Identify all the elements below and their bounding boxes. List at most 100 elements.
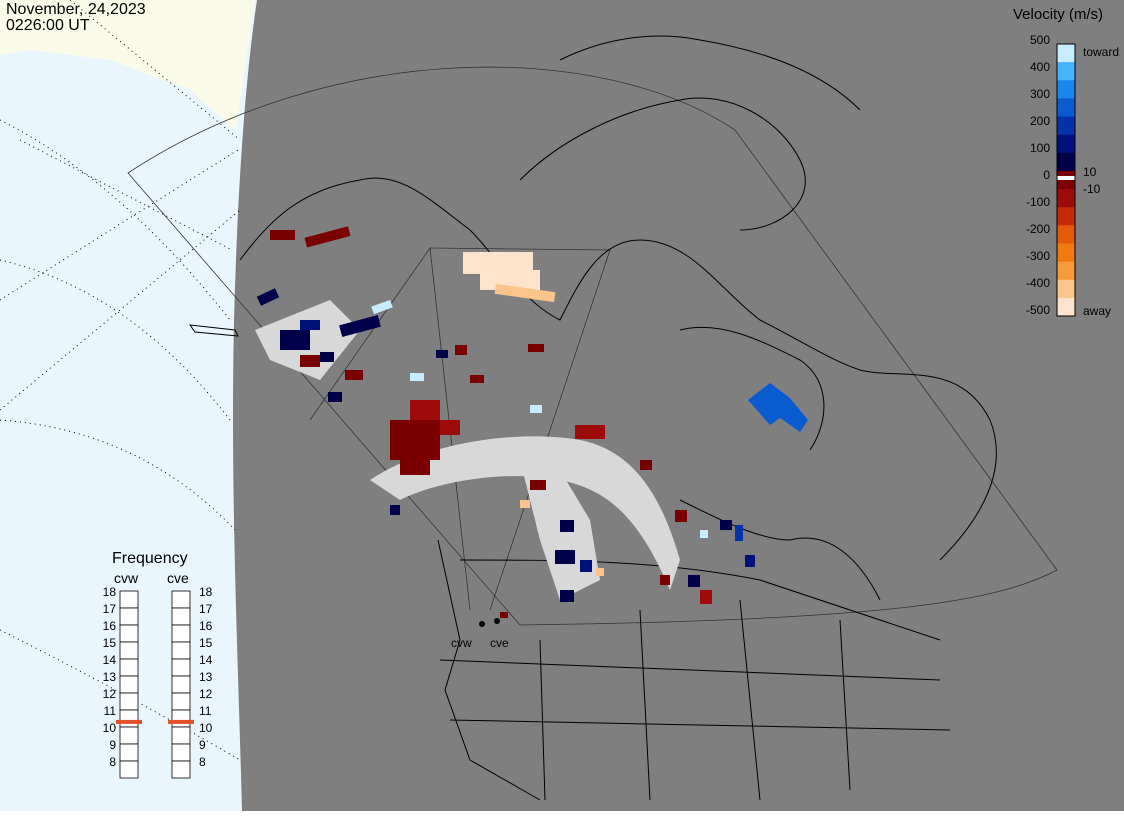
site-label-cve: cve <box>490 636 509 650</box>
velocity-cells <box>256 226 808 618</box>
velocity-cell <box>520 500 530 508</box>
frequency-box <box>119 709 139 728</box>
colorbar-swatch <box>1057 189 1075 208</box>
colorbar-swatch <box>1057 98 1075 118</box>
frequency-box <box>119 641 139 660</box>
velocity-cell <box>390 505 400 515</box>
frequency-box <box>171 760 191 779</box>
coastlines <box>188 35 997 801</box>
frequency-box <box>119 624 139 643</box>
colorbar-swatch <box>1057 134 1075 154</box>
colorbar-swatch <box>1057 80 1075 99</box>
colorbar-swatch <box>1057 279 1075 299</box>
frequency-box <box>119 675 139 694</box>
frequency-scale-label: 10 <box>199 721 213 735</box>
velocity-cell <box>530 480 546 490</box>
colorbar-swatches <box>1057 44 1075 317</box>
frequency-box <box>171 607 191 626</box>
ground-scatter-band <box>370 436 680 590</box>
velocity-cell <box>371 299 393 315</box>
sunlit-region <box>0 0 255 130</box>
frequency-radar-label-cve: cve <box>167 570 189 586</box>
colorbar-swatch <box>1057 116 1075 136</box>
velocity-colorbar <box>1056 43 1076 317</box>
colorbar-tick-label: 300 <box>1029 87 1050 101</box>
colorbar-tick-label: -200 <box>1025 222 1050 236</box>
frequency-box <box>119 760 139 779</box>
frequency-box <box>171 624 191 643</box>
velocity-cell <box>300 355 320 367</box>
frequency-scale-label: 16 <box>102 619 116 633</box>
frequency-scale-label: 17 <box>199 602 213 616</box>
velocity-cell <box>500 612 508 618</box>
radar-site-marker <box>479 621 485 627</box>
velocity-cell <box>560 520 574 532</box>
velocity-cell <box>410 400 440 420</box>
velocity-cell <box>440 420 460 435</box>
velocity-cell <box>745 555 755 567</box>
map-land-area <box>232 0 1124 811</box>
velocity-cell <box>530 405 542 413</box>
colorbar-swatch <box>1057 44 1075 63</box>
frequency-scale-label: 8 <box>199 755 206 769</box>
frequency-box <box>119 607 139 626</box>
velocity-cell-group <box>748 383 808 432</box>
frequency-box <box>119 726 139 745</box>
frequency-box <box>171 692 191 711</box>
frequency-scale-label: 13 <box>102 670 116 684</box>
frequency-box <box>171 590 191 609</box>
time-label: 0226:00 UT <box>6 17 90 34</box>
frequency-scale-label: 11 <box>103 704 116 718</box>
velocity-cell-group <box>494 283 556 303</box>
colorbar-swatch <box>1057 243 1075 263</box>
frequency-box <box>119 692 139 711</box>
frequency-scale-label: 17 <box>102 602 116 616</box>
frequency-scale-label: 11 <box>199 704 212 718</box>
velocity-cell <box>596 568 604 576</box>
velocity-cell <box>256 288 280 306</box>
velocity-cell <box>660 575 670 585</box>
frequency-scale-label: 14 <box>199 653 213 667</box>
velocity-cell <box>580 560 592 572</box>
colorbar-tick-label: 0 <box>1043 168 1050 182</box>
colorbar-tick-label: 500 <box>1029 33 1050 47</box>
velocity-cell <box>436 350 448 358</box>
frequency-scale-label: 9 <box>199 738 206 752</box>
colorbar-zero-band <box>1057 176 1075 180</box>
velocity-cell-group <box>480 270 540 290</box>
frequency-scale-label: 14 <box>102 653 116 667</box>
colorbar-swatch <box>1057 225 1075 244</box>
frequency-scale-label: 18 <box>199 585 213 599</box>
frequency-scale-label: 12 <box>102 687 116 701</box>
away-label: away <box>1083 304 1112 318</box>
radar-site-marker <box>494 618 500 624</box>
frequency-marker <box>168 719 194 724</box>
velocity-cell <box>560 590 574 602</box>
frequency-scale-label: 15 <box>199 636 213 650</box>
frequency-scale-label: 8 <box>109 755 116 769</box>
colorbar-swatch <box>1057 297 1075 317</box>
frequency-scale-label: 18 <box>102 585 116 599</box>
velocity-cell <box>700 590 712 604</box>
frequency-boxes <box>116 590 194 779</box>
velocity-cell <box>280 330 310 350</box>
velocity-cell <box>328 392 342 402</box>
frequency-title: Frequency <box>112 550 188 567</box>
frequency-box <box>119 590 139 609</box>
frequency-box <box>171 726 191 745</box>
frequency-box <box>119 743 139 762</box>
velocity-cell <box>345 370 363 380</box>
colorbar-inner-tick-positive: 10 <box>1083 165 1097 179</box>
frequency-scale-label: 12 <box>199 687 213 701</box>
frequency-box <box>171 743 191 762</box>
site-label-cvw: cvw <box>451 636 472 650</box>
velocity-cell <box>675 510 687 522</box>
velocity-cell <box>688 575 700 587</box>
colorbar-tick-label: -400 <box>1025 276 1050 290</box>
velocity-cell <box>700 530 708 538</box>
colorbar-frame <box>1056 43 1076 317</box>
frequency-box <box>171 658 191 677</box>
colorbar-swatch <box>1057 152 1075 172</box>
toward-label: toward <box>1083 45 1120 59</box>
frequency-scale-label: 15 <box>102 636 116 650</box>
